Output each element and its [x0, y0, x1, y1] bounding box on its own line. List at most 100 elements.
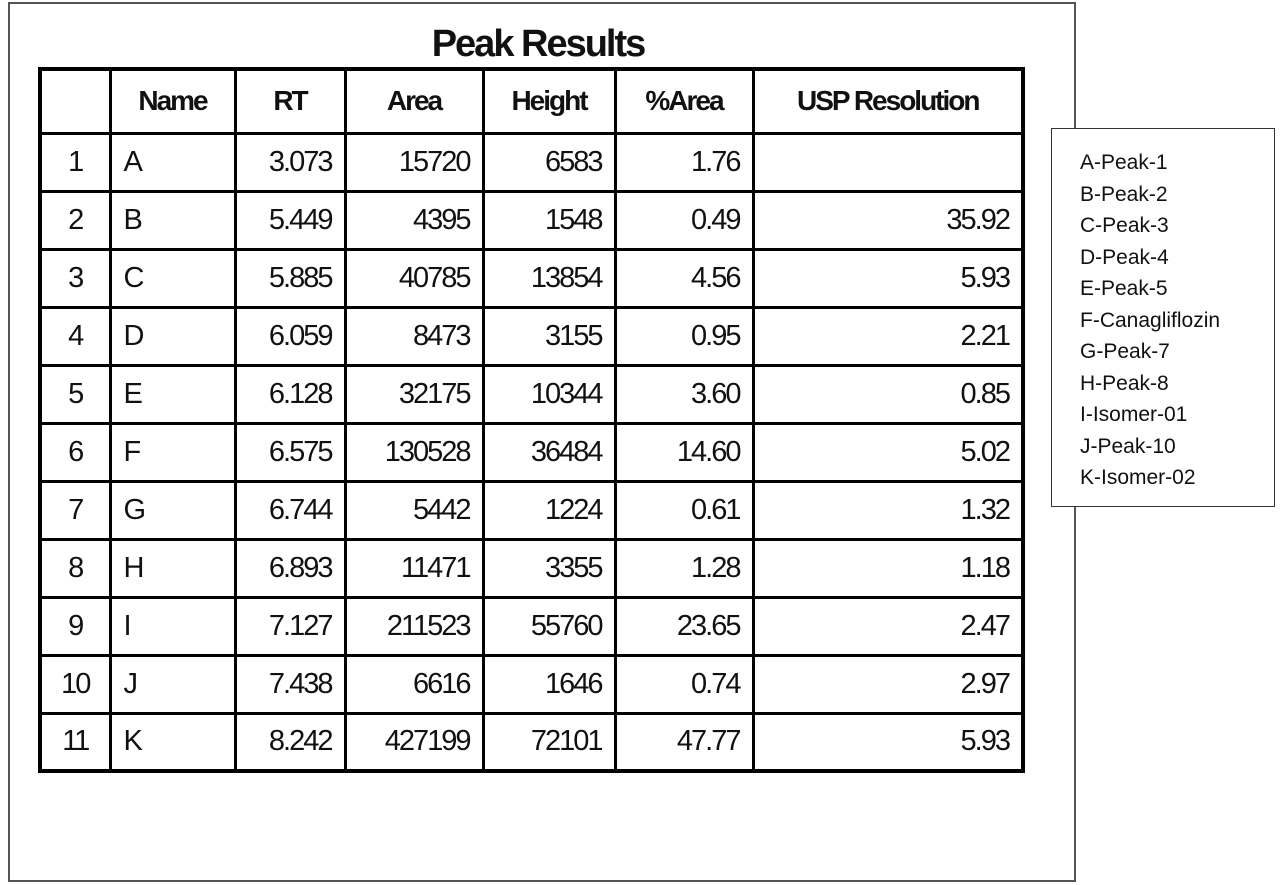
usp-resolution-cell: 1.18: [751, 537, 1025, 599]
peak-legend: A-Peak-1 B-Peak-2 C-Peak-3 D-Peak-4 E-Peak-5…: [1051, 128, 1275, 507]
peak-results-table: Name RT Area Height %Area USP Resolution 1 A 3.…: [38, 67, 1025, 773]
row-index-cell: 8: [38, 537, 112, 599]
row-index-cell: 1: [38, 131, 112, 193]
height-cell: 1646: [481, 653, 617, 715]
area-cell: 8473: [343, 305, 485, 367]
row-index-cell: 11: [38, 711, 112, 773]
area-cell: 427199: [343, 711, 485, 773]
peak-name-cell: K: [108, 711, 237, 773]
height-cell: 3155: [481, 305, 617, 367]
area-cell: 211523: [343, 595, 485, 657]
usp-resolution-cell: 2.47: [751, 595, 1025, 657]
row-index-cell: 10: [38, 653, 112, 715]
usp-resolution-cell: 2.97: [751, 653, 1025, 715]
row-index-cell: 7: [38, 479, 112, 541]
legend-item: K-Isomer-02: [1080, 466, 1196, 489]
usp-resolution-cell: 35.92: [751, 189, 1025, 251]
row-index-cell: 6: [38, 421, 112, 483]
rt-cell: 7.438: [233, 653, 347, 715]
pct-area-cell: 23.65: [613, 595, 755, 657]
usp-resolution-cell: 1.32: [751, 479, 1025, 541]
area-cell: 15720: [343, 131, 485, 193]
table-header-row: Name RT Area Height %Area USP Resolution: [38, 67, 1025, 135]
name-header: Name: [108, 67, 237, 135]
row-index-cell: 5: [38, 363, 112, 425]
area-cell: 32175: [343, 363, 485, 425]
legend-item: J-Peak-10: [1080, 434, 1176, 458]
table-row: 1 A 3.073 15720 6583 1.76: [38, 131, 1025, 193]
pct-area-cell: 0.95: [613, 305, 755, 367]
pct-area-cell: 1.76: [613, 131, 755, 193]
table-row: 9 I 7.127 211523 55760 23.65 2.47: [38, 595, 1025, 657]
height-cell: 55760: [481, 595, 617, 657]
height-header: Height: [481, 67, 617, 135]
page-title: Peak Results: [431, 23, 647, 65]
table-row: 2 B 5.449 4395 1548 0.49 35.92: [38, 189, 1025, 251]
table-row: 5 E 6.128 32175 10344 3.60 0.85: [38, 363, 1025, 425]
rt-cell: 5.885: [233, 247, 347, 309]
table-row: 6 F 6.575 130528 36484 14.60 5.02: [38, 421, 1025, 483]
legend-item: H-Peak-8: [1080, 371, 1169, 395]
legend-item: E-Peak-5: [1080, 277, 1168, 300]
rt-header: RT: [233, 67, 347, 135]
rt-cell: 5.449: [233, 189, 347, 251]
pct-area-cell: 14.60: [613, 421, 755, 483]
rt-cell: 6.128: [233, 363, 347, 425]
rt-cell: 3.073: [233, 131, 347, 193]
table-row: 11 K 8.242 427199 72101 47.77 5.93: [38, 711, 1025, 773]
peak-name-cell: C: [108, 247, 237, 309]
usp-resolution-cell: 2.21: [751, 305, 1025, 367]
area-header: Area: [343, 67, 485, 135]
rt-cell: 6.744: [233, 479, 347, 541]
usp-resolution-cell: 5.93: [751, 247, 1025, 309]
height-cell: 1548: [481, 189, 617, 251]
height-cell: 3355: [481, 537, 617, 599]
index-header: [38, 67, 112, 135]
row-index-cell: 2: [38, 189, 112, 251]
peak-name-cell: D: [108, 305, 237, 367]
legend-item: F-Canagliflozin: [1080, 308, 1221, 332]
pct-area-cell: 1.28: [613, 537, 755, 599]
legend-item: C-Peak-3: [1080, 214, 1169, 237]
area-cell: 130528: [343, 421, 485, 483]
legend-item: G-Peak-7: [1080, 340, 1170, 363]
row-index-cell: 4: [38, 305, 112, 367]
usp-resolution-cell: [751, 131, 1025, 193]
usp-resolution-cell: 0.85: [751, 363, 1025, 425]
area-cell: 4395: [343, 189, 485, 251]
pct-area-cell: 0.74: [613, 653, 755, 715]
height-cell: 6583: [481, 131, 617, 193]
height-cell: 36484: [481, 421, 617, 483]
height-cell: 10344: [481, 363, 617, 425]
area-cell: 11471: [343, 537, 485, 599]
peak-name-cell: E: [108, 363, 237, 425]
usp-resolution-cell: 5.02: [751, 421, 1025, 483]
table-row: 10 J 7.438 6616 1646 0.74 2.97: [38, 653, 1025, 715]
area-cell: 40785: [343, 247, 485, 309]
peak-name-cell: A: [108, 131, 237, 193]
usp-resolution-cell: 5.93: [751, 711, 1025, 773]
pct-area-cell: 0.61: [613, 479, 755, 541]
table-row: 4 D 6.059 8473 3155 0.95 2.21: [38, 305, 1025, 367]
pct-area-cell: 4.56: [613, 247, 755, 309]
pct-area-cell: 3.60: [613, 363, 755, 425]
rt-cell: 8.242: [233, 711, 347, 773]
peak-name-cell: J: [108, 653, 237, 715]
table-row: 3 C 5.885 40785 13854 4.56 5.93: [38, 247, 1025, 309]
height-cell: 1224: [481, 479, 617, 541]
row-index-cell: 3: [38, 247, 112, 309]
area-cell: 6616: [343, 653, 485, 715]
table-row: 7 G 6.744 5442 1224 0.61 1.32: [38, 479, 1025, 541]
rt-cell: 6.059: [233, 305, 347, 367]
peak-name-cell: F: [108, 421, 237, 483]
height-cell: 13854: [481, 247, 617, 309]
peak-name-cell: B: [108, 189, 237, 251]
peak-name-cell: G: [108, 479, 237, 541]
pct-area-cell: 0.49: [613, 189, 755, 251]
legend-item: A-Peak-1: [1080, 151, 1168, 174]
legend-item: I-Isomer-01: [1080, 403, 1188, 426]
pct-area-header: %Area: [613, 67, 755, 135]
legend-item: D-Peak-4: [1080, 245, 1169, 269]
peak-name-cell: H: [108, 537, 237, 599]
height-cell: 72101: [481, 711, 617, 773]
